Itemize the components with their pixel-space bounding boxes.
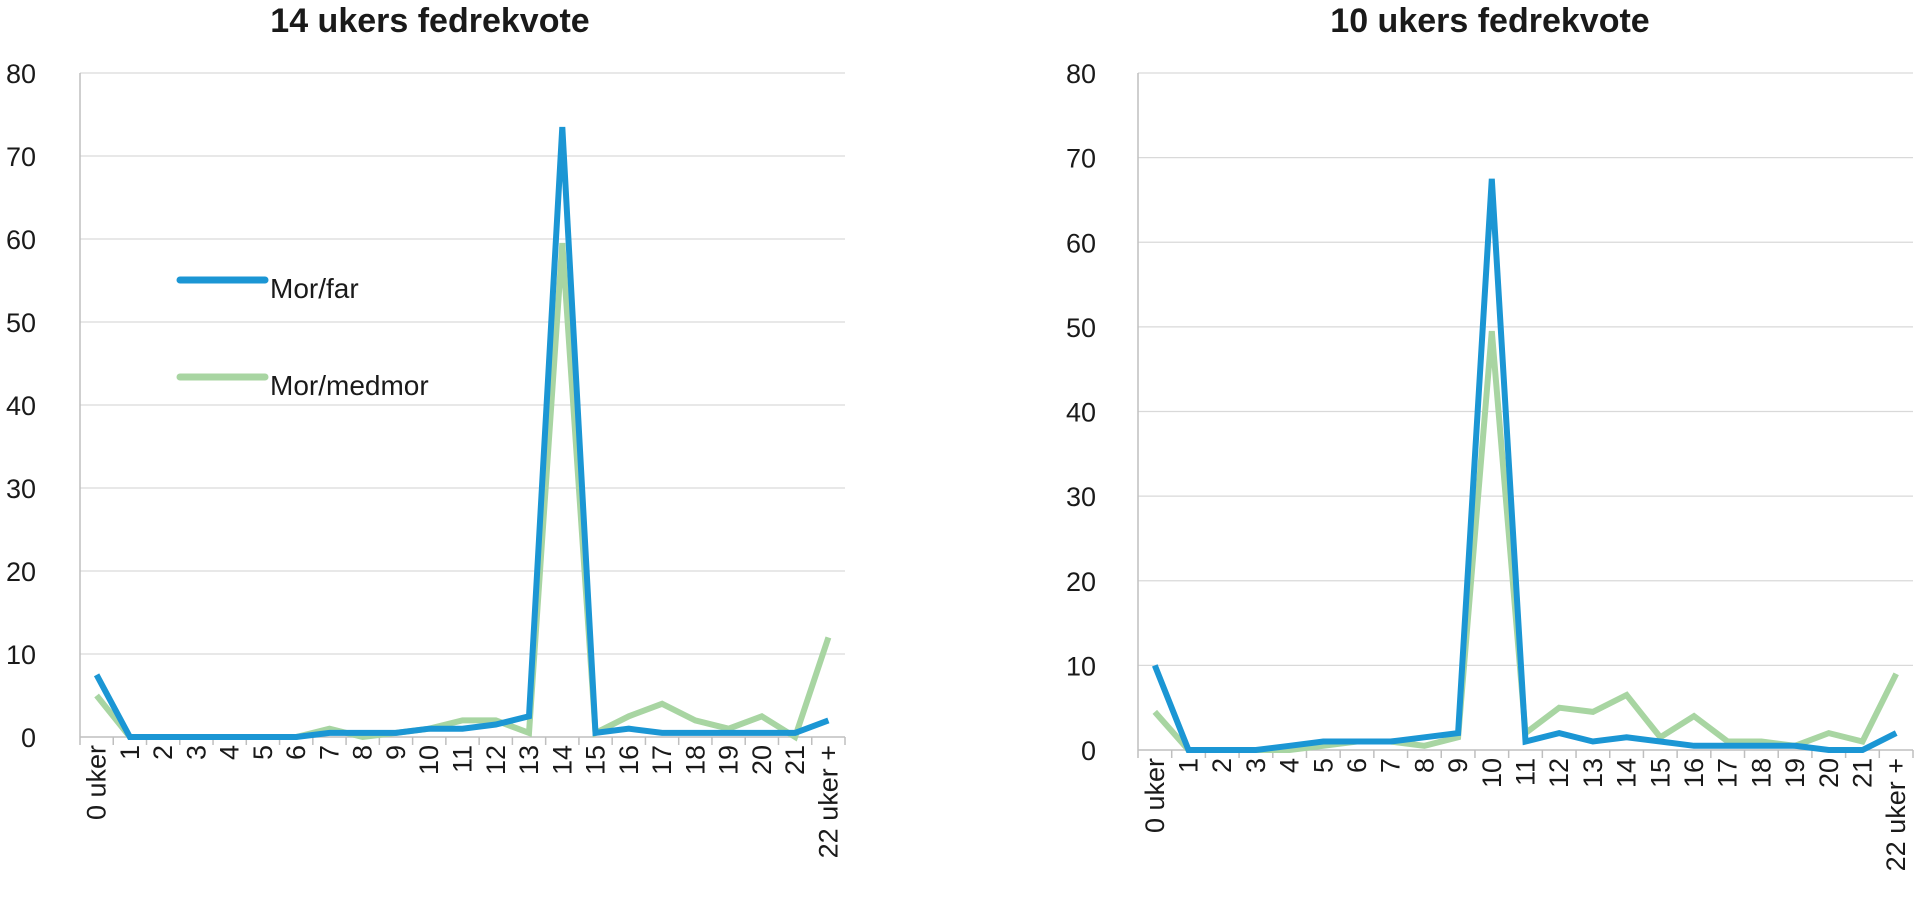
x-tick-label: 16 [614,745,644,775]
x-tick-label: 8 [348,745,378,760]
x-tick-label: 20 [747,745,777,775]
y-tick-label: 50 [6,308,36,338]
x-tick-label: 17 [1713,758,1743,788]
x-tick-label: 15 [1645,758,1675,788]
y-tick-label: 0 [21,723,36,753]
x-tick-label: 19 [714,745,744,775]
legend-label: Mor/medmor [270,370,429,401]
x-tick-label: 22 uker + [1881,758,1911,871]
y-tick-label: 30 [1066,482,1096,512]
x-tick-label: 3 [1241,758,1271,773]
chart-panel-14-weeks: 14 ukers fedrekvote 0 10 20 30 40 50 60 70 80 0 u… [0,0,860,900]
chart-title: 14 ukers fedrekvote [270,2,590,40]
x-tick-label: 7 [314,745,344,760]
x-tick-label: 12 [1544,758,1574,788]
y-tick-label: 70 [6,142,36,172]
x-tick-label: 6 [281,745,311,760]
x-tick-label: 9 [1443,758,1473,773]
chart-panel-10-weeks: 10 ukers fedrekvote 0 10 20 30 40 50 60 70 80 0 u… [1060,0,1920,900]
y-tick-label: 40 [1066,398,1096,428]
y-tick-label: 60 [6,225,36,255]
x-tick-label: 14 [547,745,577,775]
x-tick-label: 5 [248,745,278,760]
y-tick-label: 10 [6,640,36,670]
y-tick-label: 20 [6,557,36,587]
x-tick-label: 2 [148,745,178,760]
x-tick-label: 11 [448,745,478,773]
y-tick-label: 30 [6,474,36,504]
x-tick-label: 13 [1578,758,1608,788]
y-tick-label: 80 [1066,59,1096,89]
x-tick-label: 9 [381,745,411,760]
series-line-mor-medmor [1152,330,1899,753]
x-tick-label: 0 uker [1140,758,1170,833]
x-tick-label: 21 [1847,758,1877,788]
x-tick-label: 0 uker [82,745,112,820]
chart-title: 10 ukers fedrekvote [1330,2,1650,40]
y-tick-label: 20 [1066,567,1096,597]
x-tick-label: 18 [680,745,710,775]
y-tick-label: 40 [6,391,36,421]
x-tick-label: 7 [1376,758,1406,773]
series-line-mor-far [1152,178,1898,753]
x-tick-label: 6 [1342,758,1372,773]
x-tick-label: 2 [1207,758,1237,773]
y-tick-label: 70 [1066,144,1096,174]
x-tick-label: 4 [1275,758,1305,773]
x-tick-label: 21 [780,745,810,775]
legend-label: Mor/far [270,273,359,304]
x-tick-label: 18 [1746,758,1776,788]
x-tick-label: 17 [647,745,677,775]
series-line-mor-far [93,126,830,740]
x-tick-label: 22 uker + [813,745,843,858]
y-tick-label: 50 [1066,313,1096,343]
y-tick-label: 80 [6,59,36,89]
x-tick-label: 14 [1612,758,1642,788]
x-tick-label: 15 [581,745,611,775]
y-tick-label: 0 [1081,736,1096,766]
x-tick-label: 13 [514,745,544,775]
y-tick-label: 10 [1066,651,1096,681]
x-tick-label: 1 [115,745,145,760]
x-tick-label: 10 [1477,758,1507,788]
x-tick-label: 16 [1679,758,1709,788]
x-tick-label: 5 [1308,758,1338,773]
series-line-mor-medmor [94,242,832,742]
x-tick-label: 4 [215,745,245,760]
x-tick-label: 8 [1409,758,1439,773]
x-tick-label: 12 [481,745,511,775]
x-tick-label: 11 [1511,758,1541,786]
x-tick-label: 20 [1814,758,1844,788]
x-tick-label: 19 [1780,758,1810,788]
x-tick-label: 1 [1174,758,1204,773]
x-tick-label: 3 [181,745,211,760]
x-tick-label: 10 [414,745,444,775]
y-tick-label: 60 [1066,228,1096,258]
